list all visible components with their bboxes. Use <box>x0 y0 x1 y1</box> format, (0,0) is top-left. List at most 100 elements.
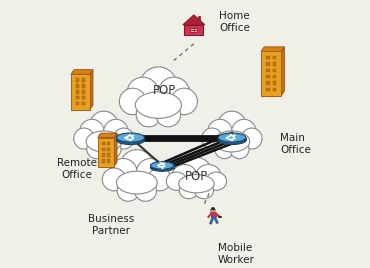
Ellipse shape <box>134 180 157 201</box>
Ellipse shape <box>117 136 145 144</box>
Ellipse shape <box>172 165 197 187</box>
Ellipse shape <box>218 133 246 142</box>
Ellipse shape <box>117 133 145 142</box>
Ellipse shape <box>117 171 157 194</box>
Ellipse shape <box>127 77 159 110</box>
Polygon shape <box>71 70 93 74</box>
Bar <box>266 88 270 91</box>
Ellipse shape <box>182 157 211 184</box>
Ellipse shape <box>80 119 104 145</box>
Bar <box>273 56 276 59</box>
Bar <box>107 142 110 145</box>
Ellipse shape <box>158 77 190 110</box>
Ellipse shape <box>151 164 174 171</box>
Ellipse shape <box>148 168 171 191</box>
Bar <box>266 56 270 59</box>
Bar <box>273 88 276 91</box>
Polygon shape <box>90 70 93 110</box>
Ellipse shape <box>151 162 174 169</box>
Ellipse shape <box>179 174 214 193</box>
Bar <box>101 142 105 145</box>
Ellipse shape <box>218 136 246 144</box>
Ellipse shape <box>136 103 161 127</box>
Ellipse shape <box>74 128 94 149</box>
Bar <box>266 81 270 85</box>
Polygon shape <box>114 133 117 167</box>
Bar <box>273 75 276 79</box>
Bar <box>75 79 79 82</box>
Text: Business
Partner: Business Partner <box>88 214 135 236</box>
Polygon shape <box>98 133 117 137</box>
Text: Mobile
Worker: Mobile Worker <box>218 243 255 265</box>
Ellipse shape <box>156 103 181 127</box>
Bar <box>266 69 270 72</box>
Text: Home
Office: Home Office <box>219 11 250 34</box>
Circle shape <box>211 208 215 213</box>
Bar <box>266 75 270 79</box>
Polygon shape <box>211 213 217 217</box>
Polygon shape <box>218 137 246 140</box>
Ellipse shape <box>208 119 232 145</box>
Bar <box>198 16 200 20</box>
Bar <box>71 74 90 110</box>
Bar <box>266 62 270 66</box>
Ellipse shape <box>196 165 221 187</box>
Bar <box>218 216 221 217</box>
Bar <box>75 84 79 88</box>
Ellipse shape <box>171 88 198 115</box>
Bar <box>101 148 105 151</box>
Polygon shape <box>261 47 285 51</box>
Polygon shape <box>151 165 174 168</box>
Bar <box>107 154 110 157</box>
Bar <box>191 28 197 32</box>
Ellipse shape <box>104 119 128 145</box>
Polygon shape <box>117 137 145 140</box>
Ellipse shape <box>202 128 222 149</box>
Ellipse shape <box>102 139 121 159</box>
Ellipse shape <box>102 168 126 191</box>
Ellipse shape <box>117 180 139 201</box>
Polygon shape <box>183 15 205 25</box>
Ellipse shape <box>179 182 198 199</box>
Ellipse shape <box>214 131 250 152</box>
Bar <box>261 51 281 96</box>
Bar <box>273 81 276 85</box>
Ellipse shape <box>166 172 187 190</box>
Ellipse shape <box>120 150 153 183</box>
Ellipse shape <box>109 158 137 186</box>
Bar <box>75 90 79 94</box>
Bar <box>101 154 105 157</box>
Text: POP: POP <box>185 170 208 183</box>
Ellipse shape <box>194 182 213 199</box>
Ellipse shape <box>114 128 134 149</box>
Ellipse shape <box>140 67 177 105</box>
Text: Main
Office: Main Office <box>280 132 311 155</box>
Ellipse shape <box>86 131 122 152</box>
Ellipse shape <box>90 111 118 142</box>
Ellipse shape <box>137 158 165 186</box>
Bar <box>82 102 85 105</box>
Bar <box>82 79 85 82</box>
Ellipse shape <box>232 119 256 145</box>
Ellipse shape <box>215 139 234 159</box>
Ellipse shape <box>242 128 262 149</box>
Text: POP: POP <box>153 84 176 97</box>
Text: Remote
Office: Remote Office <box>57 158 97 180</box>
Bar <box>273 69 276 72</box>
Ellipse shape <box>120 88 146 115</box>
Bar <box>184 25 204 35</box>
Bar <box>107 148 110 151</box>
Ellipse shape <box>206 172 226 190</box>
Polygon shape <box>281 47 285 96</box>
Ellipse shape <box>230 139 249 159</box>
Bar <box>75 96 79 99</box>
Bar <box>107 159 110 162</box>
Bar <box>75 102 79 105</box>
Circle shape <box>212 207 215 210</box>
Bar <box>101 159 105 162</box>
Bar <box>273 62 276 66</box>
Bar <box>82 96 85 99</box>
Ellipse shape <box>218 111 246 142</box>
Bar <box>82 84 85 88</box>
Ellipse shape <box>135 92 181 118</box>
